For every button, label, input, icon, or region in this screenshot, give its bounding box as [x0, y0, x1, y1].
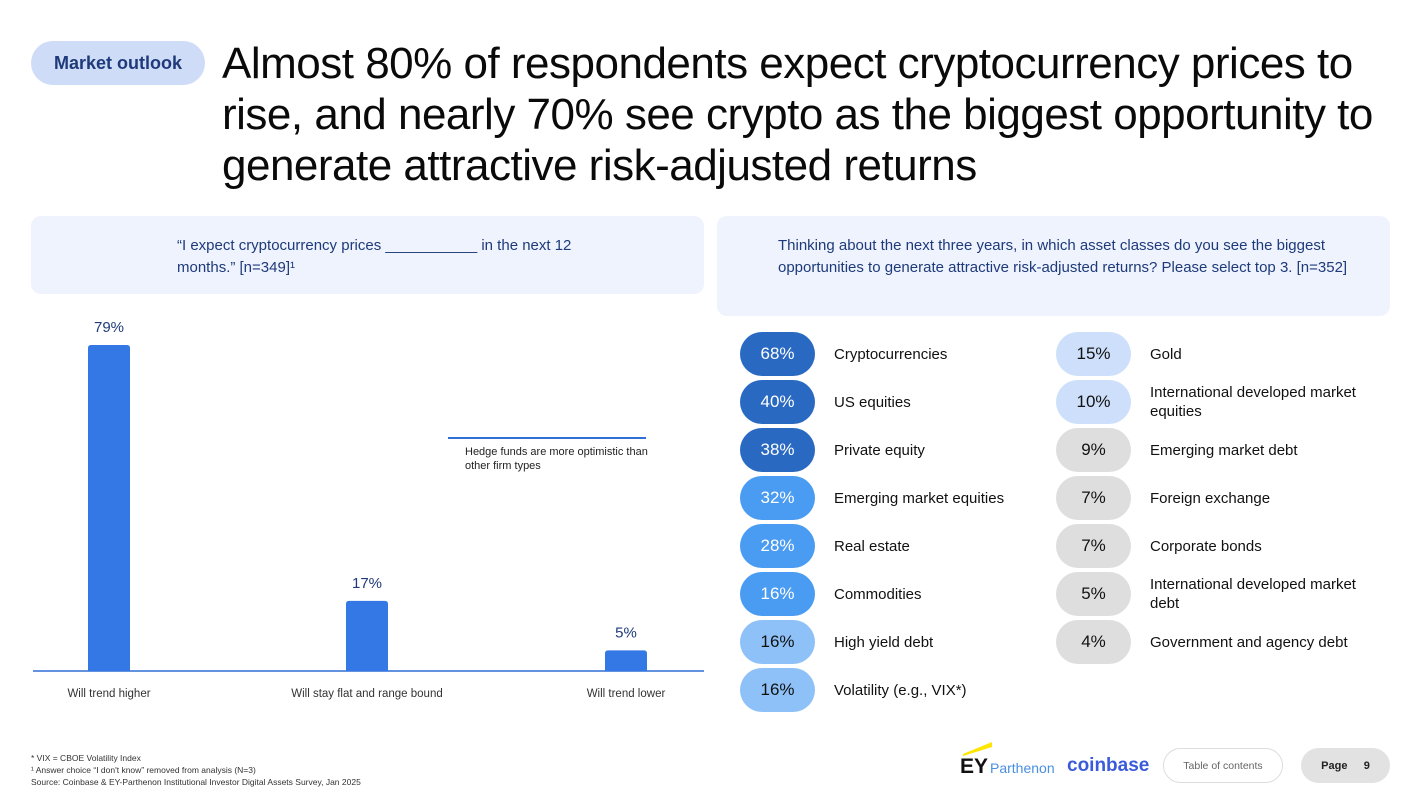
asset-class-item: 15% Gold: [1056, 332, 1375, 376]
asset-class-label: US equities: [834, 393, 911, 411]
asset-class-item: 4% Government and agency debt: [1056, 620, 1375, 664]
asset-class-label: Emerging market debt: [1150, 441, 1298, 459]
left-question-box: “I expect cryptocurrency prices ________…: [31, 216, 704, 294]
category-label: Will trend lower: [587, 688, 666, 700]
asset-class-item: 32% Emerging market equities: [740, 476, 1064, 520]
percentage-pill: 32%: [740, 476, 815, 520]
section-tag: Market outlook: [31, 41, 205, 85]
asset-class-item: 7% Corporate bonds: [1056, 524, 1375, 568]
footnote: ¹ Answer choice “I don't know” removed f…: [31, 765, 256, 775]
asset-class-item: 16% Commodities: [740, 572, 1064, 616]
parthenon-text: Parthenon: [990, 760, 1055, 776]
asset-class-item: 68% Cryptocurrencies: [740, 332, 1064, 376]
percentage-pill: 4%: [1056, 620, 1131, 664]
asset-class-item: 28% Real estate: [740, 524, 1064, 568]
asset-class-item: 9% Emerging market debt: [1056, 428, 1375, 472]
page-number: 9: [1363, 759, 1370, 772]
page-title: Almost 80% of respondents expect cryptoc…: [222, 39, 1373, 190]
annotation: Hedge funds are more optimistic than oth…: [465, 446, 648, 472]
annotation-line: [448, 437, 646, 439]
asset-class-label: High yield debt: [834, 633, 934, 651]
page-indicator: Page 9: [1301, 748, 1390, 783]
data-label: 5%: [615, 624, 637, 641]
percentage-pill: 16%: [740, 572, 815, 616]
bar: [605, 650, 647, 671]
bar-chart: 79% Will trend higher 17% Will stay flat an…: [33, 319, 704, 700]
asset-class-item: 40% US equities: [740, 380, 1064, 424]
percentage-pill: 68%: [740, 332, 815, 376]
asset-class-item: 16% High yield debt: [740, 620, 1064, 664]
percentage-pill: 40%: [740, 380, 815, 424]
asset-class-label: Volatility (e.g., VIX*): [834, 681, 967, 699]
percentage-pill: 16%: [740, 668, 815, 712]
asset-class-label: Gold: [1150, 345, 1182, 363]
asset-class-item: 5% International developed market debt: [1056, 572, 1375, 616]
asset-class-label: Commodities: [834, 585, 922, 603]
asset-class-label: International developed market debt: [1150, 576, 1356, 612]
data-label: 17%: [352, 575, 382, 592]
bar: [88, 345, 130, 671]
percentage-pill: 5%: [1056, 572, 1131, 616]
asset-class-item: 16% Volatility (e.g., VIX*): [740, 668, 1064, 712]
asset-class-item: 10% International developed market equiti…: [1056, 380, 1375, 424]
percentage-pill: 38%: [740, 428, 815, 472]
asset-class-label: Government and agency debt: [1150, 633, 1348, 651]
percentage-pill: 28%: [740, 524, 815, 568]
footnote: * VIX = CBOE Volatility Index: [31, 753, 141, 763]
right-question-box: Thinking about the next three years, in …: [717, 216, 1390, 316]
asset-class-label: Private equity: [834, 441, 925, 459]
ey-parthenon-logo: EY Parthenon: [960, 742, 1060, 778]
table-of-contents-button[interactable]: Table of contents: [1163, 748, 1283, 783]
footnotes: * VIX = CBOE Volatility Index ¹ Answer c…: [31, 752, 361, 788]
asset-class-label: Real estate: [834, 537, 910, 555]
percentage-pill: 9%: [1056, 428, 1131, 472]
percentage-pill: 16%: [740, 620, 815, 664]
left-question: “I expect cryptocurrency prices ________…: [177, 237, 572, 276]
asset-class-label: Cryptocurrencies: [834, 345, 948, 363]
asset-class-item: 38% Private equity: [740, 428, 1064, 472]
right-question: Thinking about the next three years, in …: [778, 237, 1348, 276]
category-label: Will stay flat and range bound: [291, 688, 443, 700]
percentage-pill: 10%: [1056, 380, 1131, 424]
bar: [346, 600, 388, 671]
asset-class-label: Foreign exchange: [1150, 489, 1271, 507]
category-label: Will trend higher: [67, 688, 150, 700]
page-label: Page: [1321, 759, 1348, 772]
percentage-pill: 15%: [1056, 332, 1131, 376]
asset-class-label: Emerging market equities: [834, 489, 1005, 507]
ey-text: EY: [960, 755, 989, 778]
percentage-pill: 7%: [1056, 524, 1131, 568]
percentage-pill: 7%: [1056, 476, 1131, 520]
coinbase-logo: coinbase: [1067, 755, 1150, 776]
asset-class-item: 7% Foreign exchange: [1056, 476, 1375, 520]
data-label: 79%: [94, 319, 124, 336]
asset-class-label: International developed market equities: [1150, 384, 1356, 420]
source-note: Source: Coinbase & EY-Parthenon Institut…: [31, 777, 361, 787]
asset-class-label: Corporate bonds: [1150, 537, 1262, 555]
